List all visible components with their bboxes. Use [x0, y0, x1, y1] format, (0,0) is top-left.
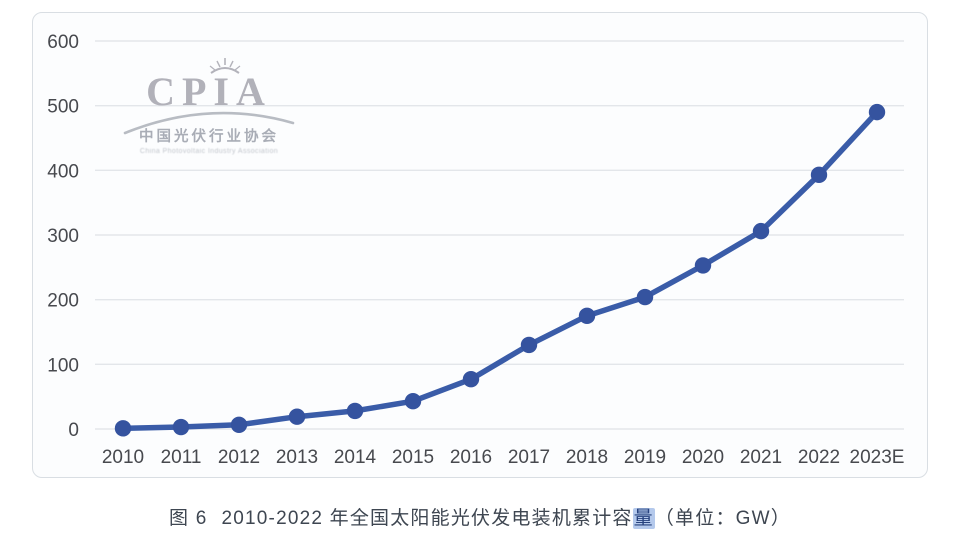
y-tick-label: 100: [47, 355, 79, 376]
data-point: [346, 402, 364, 420]
data-point: [694, 257, 712, 274]
x-tick-label: 2018: [566, 447, 608, 468]
caption-unit-text: （单位：GW）: [654, 508, 791, 529]
x-tick-label: 2016: [450, 447, 492, 468]
x-tick-label: 2013: [276, 447, 318, 468]
logo-acronym-text: CPIA: [146, 69, 272, 114]
x-tick-label: 2021: [740, 447, 782, 468]
data-point: [288, 408, 306, 425]
x-tick-label: 2019: [624, 447, 666, 468]
x-tick-label: 2014: [334, 447, 377, 468]
figure-caption: 图 6 2010-2022 年全国太阳能光伏发电装机累计容量（单位：GW）: [0, 503, 960, 530]
data-point: [172, 418, 190, 436]
data-point: [114, 420, 132, 437]
data-line: [120, 109, 880, 432]
data-point: [578, 307, 596, 325]
caption-figure-number: 图 6: [169, 508, 208, 529]
data-point: [230, 416, 248, 433]
y-tick-label: 600: [47, 32, 79, 53]
data-point: [752, 222, 770, 240]
x-tick-label: 2015: [392, 447, 434, 468]
x-axis-tick-labels: 2010 2011 2012 2013 2014 2015 2016 2017 2018 2019…: [102, 447, 905, 468]
data-point: [462, 371, 480, 388]
y-axis-tick-labels: 0 100 200 300 400 500 600: [47, 32, 79, 441]
y-tick-label: 300: [47, 226, 79, 247]
logo-chinese-name: 中国光伏行业协会: [139, 129, 279, 145]
x-tick-label: 2022: [798, 447, 840, 468]
data-point: [520, 336, 538, 354]
x-tick-label: 2020: [682, 447, 724, 468]
data-point: [868, 103, 886, 121]
gridlines: [95, 40, 904, 430]
x-tick-label: 2017: [508, 447, 550, 468]
logo-english-name: China Photovoltaic Industry Association: [139, 148, 279, 155]
y-tick-label: 0: [68, 420, 79, 441]
caption-title-text: 2010-2022 年全国太阳能光伏发电装机累计容: [221, 508, 633, 529]
x-tick-label: 2023E: [850, 447, 905, 468]
caption-highlighted-char: 量: [632, 508, 655, 529]
x-tick-label: 2010: [102, 447, 144, 468]
data-points: [114, 103, 886, 437]
data-point: [636, 288, 654, 306]
cpia-logo: CPIA 中国光伏行业协会 China Photovoltaic Industr…: [119, 57, 299, 155]
x-tick-label: 2011: [161, 447, 202, 468]
data-point: [810, 166, 828, 184]
logo-arc-swoosh: [123, 111, 295, 135]
chart-panel: 0 100 200 300 400 500 600 2010 2011 2012 2013 2014 2…: [32, 12, 928, 478]
y-tick-label: 400: [47, 161, 79, 182]
y-tick-label: 500: [47, 97, 79, 118]
y-tick-label: 200: [47, 291, 79, 312]
data-point: [404, 392, 422, 410]
x-tick-label: 2012: [218, 447, 260, 468]
logo-sunburst-icon: [209, 58, 241, 74]
